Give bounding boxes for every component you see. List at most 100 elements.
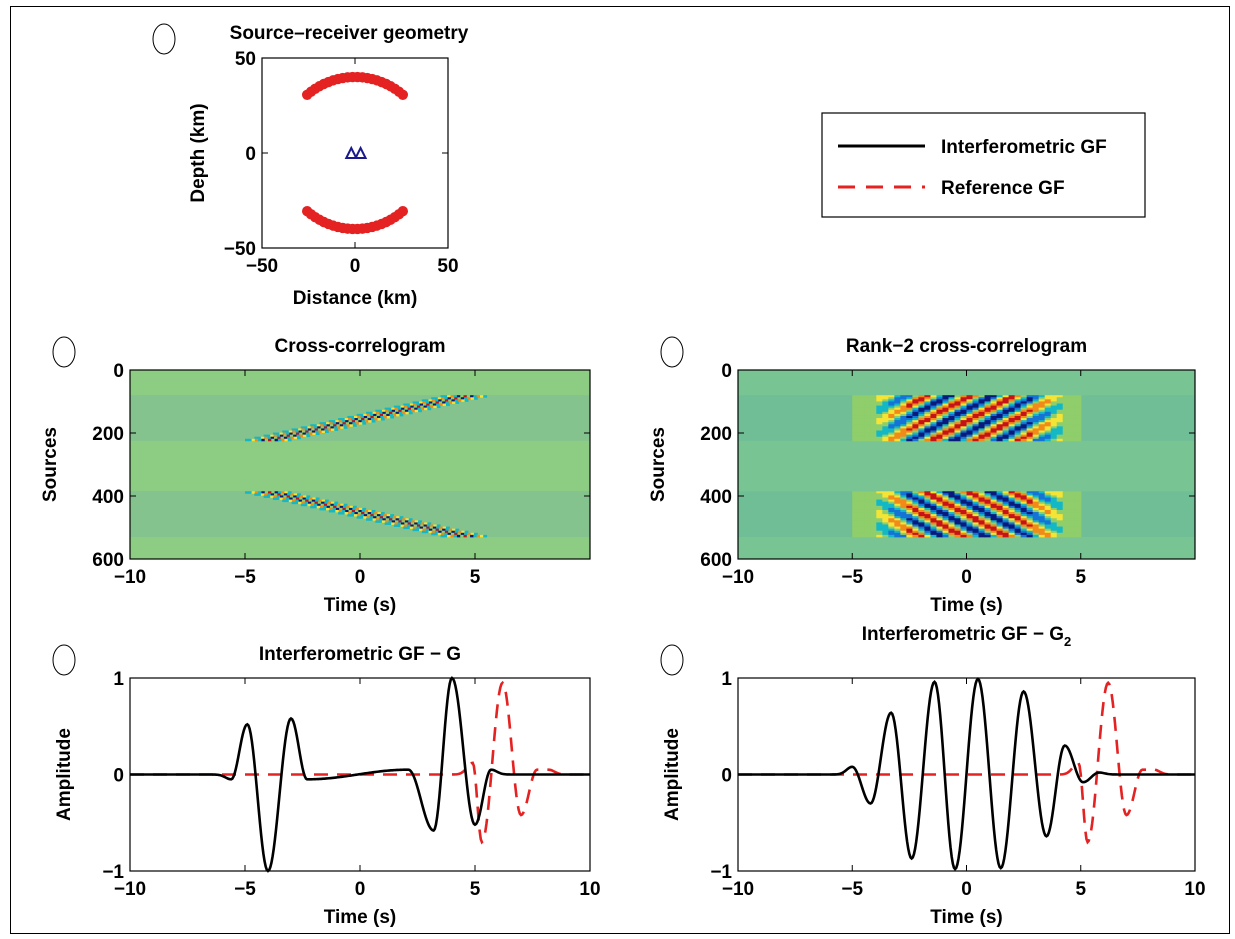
- heatmap-cell: [924, 422, 932, 425]
- heatmap-cell: [1020, 505, 1028, 509]
- heatmap-cell: [942, 501, 950, 505]
- x-tick-label: 5: [1075, 879, 1086, 900]
- heatmap-cell: [900, 405, 907, 409]
- heatmap-cell: [1074, 514, 1082, 517]
- heatmap-cell: [900, 509, 907, 513]
- heatmap-cell: [918, 530, 926, 534]
- heatmap-cell: [464, 532, 468, 536]
- heatmap-cell: [293, 493, 298, 496]
- heatmap-cell: [304, 426, 309, 429]
- heatmap-cell: [282, 430, 287, 433]
- heatmap-cell: [996, 430, 1004, 433]
- interferometric-gf-line: [130, 676, 590, 873]
- heatmap-cell: [1002, 530, 1010, 534]
- heatmap-cell: [912, 495, 919, 498]
- heatmap-cell: [996, 528, 1004, 532]
- heatmap-cell: [906, 428, 913, 431]
- heatmap-cell: [918, 405, 926, 409]
- heatmap-cell: [876, 532, 883, 536]
- heatmap-cell: [354, 418, 359, 421]
- heatmap-cell: [930, 512, 938, 515]
- heatmap-cell: [454, 399, 459, 402]
- heatmap-cell: [1056, 520, 1064, 523]
- heatmap-cell: [930, 497, 938, 500]
- heatmap-cell: [1074, 497, 1082, 500]
- heatmap-cell: [1014, 397, 1022, 400]
- heatmap-cell: [1014, 403, 1022, 406]
- heatmap-cell: [1062, 432, 1070, 436]
- heatmap-cell: [1062, 428, 1070, 431]
- heatmap-cell: [370, 514, 375, 517]
- heatmap-cell: [324, 499, 329, 503]
- heatmap-cell: [281, 491, 286, 494]
- heatmap-cell: [371, 509, 376, 513]
- heatmap-cell: [876, 534, 883, 538]
- heatmap-cell: [990, 426, 998, 429]
- heatmap-cell: [1014, 409, 1022, 413]
- heatmap-cell: [442, 528, 447, 532]
- heatmap-cell: [1014, 493, 1022, 496]
- heatmap-cell: [972, 422, 980, 425]
- heatmap-cell: [948, 524, 956, 527]
- heatmap-cell: [1026, 503, 1034, 507]
- heatmap-cell: [990, 438, 998, 442]
- heatmap-cell: [870, 493, 877, 496]
- heatmap-cell: [936, 499, 944, 503]
- heatmap-cell: [473, 532, 478, 536]
- heatmap-cell: [852, 432, 859, 436]
- heatmap-cell: [463, 534, 468, 538]
- heatmap-cell: [1014, 499, 1022, 503]
- heatmap-cell: [1038, 493, 1046, 496]
- heatmap-cell: [870, 405, 877, 409]
- heatmap-cell: [870, 430, 877, 433]
- heatmap-cell: [1026, 532, 1034, 536]
- heatmap-cell: [984, 413, 992, 417]
- heatmap-cell: [864, 491, 871, 494]
- heatmap-cell: [1038, 491, 1046, 494]
- heatmap-cell: [924, 405, 932, 409]
- heatmap-cell: [954, 503, 962, 507]
- heatmap-cell: [870, 516, 877, 519]
- heatmap-cell: [334, 501, 339, 505]
- heatmap-cell: [870, 520, 877, 523]
- heatmap-cell: [894, 501, 901, 505]
- heatmap-cell: [392, 518, 397, 521]
- heatmap-cell: [918, 528, 926, 532]
- heatmap-cell: [426, 405, 431, 409]
- heatmap-cell: [948, 397, 956, 400]
- heatmap-cell: [409, 526, 414, 530]
- heatmap-cell: [352, 507, 357, 511]
- heatmap-cell: [978, 509, 986, 513]
- heatmap-cell: [876, 497, 883, 500]
- heatmap-cell: [396, 413, 401, 417]
- heatmap-cell: [954, 424, 962, 427]
- heatmap-cell: [1062, 497, 1070, 500]
- heatmap-cell: [372, 411, 377, 415]
- heatmap-cell: [936, 415, 944, 419]
- heatmap-cell: [888, 424, 895, 427]
- heatmap-cell: [251, 491, 256, 494]
- heatmap-cell: [852, 397, 859, 400]
- heatmap-cell: [858, 522, 865, 525]
- heatmap-cell: [876, 516, 883, 519]
- heatmap-cell: [1026, 530, 1034, 534]
- heatmap-cell: [978, 436, 986, 440]
- heatmap-cell: [996, 397, 1004, 400]
- heatmap-cell: [942, 405, 950, 409]
- heatmap-cell: [373, 413, 378, 417]
- heatmap-cell: [894, 434, 901, 438]
- heatmap-cell: [1002, 434, 1010, 438]
- heatmap-cell: [978, 524, 986, 527]
- heatmap-cell: [1056, 501, 1064, 505]
- heatmap-cell: [918, 532, 926, 536]
- heatmap-cell: [942, 503, 950, 507]
- heatmap-cell: [864, 403, 871, 406]
- heatmap-cell: [990, 420, 998, 423]
- heatmap-cell: [423, 405, 428, 409]
- heatmap-cell: [1014, 505, 1022, 509]
- heatmap-cell: [924, 407, 932, 411]
- y-tick-label: 1: [113, 669, 124, 690]
- heatmap-cell: [942, 497, 950, 500]
- heatmap-cell: [876, 526, 883, 530]
- heatmap-cell: [1014, 516, 1022, 519]
